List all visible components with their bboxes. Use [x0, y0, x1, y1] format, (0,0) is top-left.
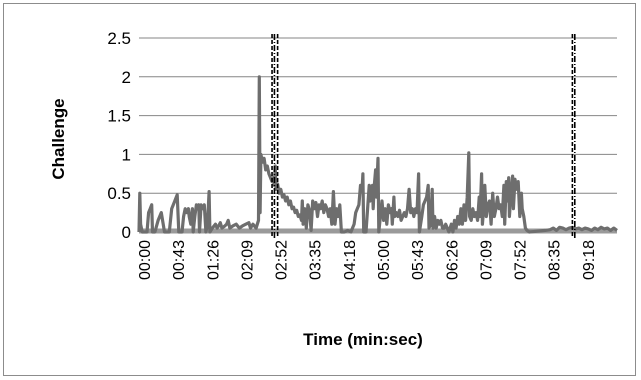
x-axis-ticks: 00:00 00:43 01:26 02:09 02:52 03:35 04:18 05:00… — [137, 240, 598, 280]
x-tick-label: 07:52 — [513, 240, 530, 280]
y-tick-label: 1.5 — [107, 107, 131, 126]
x-tick-label: 04:18 — [342, 240, 359, 280]
x-axis-label: Time (min:sec) — [303, 330, 423, 349]
y-axis-label: Challenge — [49, 98, 68, 179]
y-tick-label: 0 — [122, 223, 131, 242]
x-tick-label: 05:43 — [410, 240, 427, 280]
x-tick-label: 02:09 — [239, 240, 256, 280]
x-tick-label: 09:18 — [581, 240, 598, 280]
x-tick-label: 01:26 — [205, 240, 222, 280]
x-tick-label: 07:09 — [478, 240, 495, 280]
x-tick-label: 05:00 — [376, 240, 393, 280]
y-tick-label: 2.5 — [107, 29, 131, 48]
y-tick-label: 0.5 — [107, 184, 131, 203]
y-tick-label: 1 — [122, 145, 131, 164]
y-tick-label: 2 — [122, 68, 131, 87]
x-tick-label: 08:35 — [547, 240, 564, 280]
x-tick-label: 00:43 — [171, 240, 188, 280]
chart-frame: 0 0.5 1 1.5 2 2.5 00:00 00:43 01:26 02:09 02:52 03… — [3, 3, 636, 376]
chart-canvas: 0 0.5 1 1.5 2 2.5 00:00 00:43 01:26 02:09 02:52 03… — [4, 4, 637, 377]
x-tick-label: 02:52 — [274, 240, 291, 280]
y-axis-ticks: 0 0.5 1 1.5 2 2.5 — [107, 29, 131, 242]
x-tick-label: 06:26 — [444, 240, 461, 280]
x-tick-label: 03:35 — [308, 240, 325, 280]
x-tick-label: 00:00 — [137, 240, 154, 280]
